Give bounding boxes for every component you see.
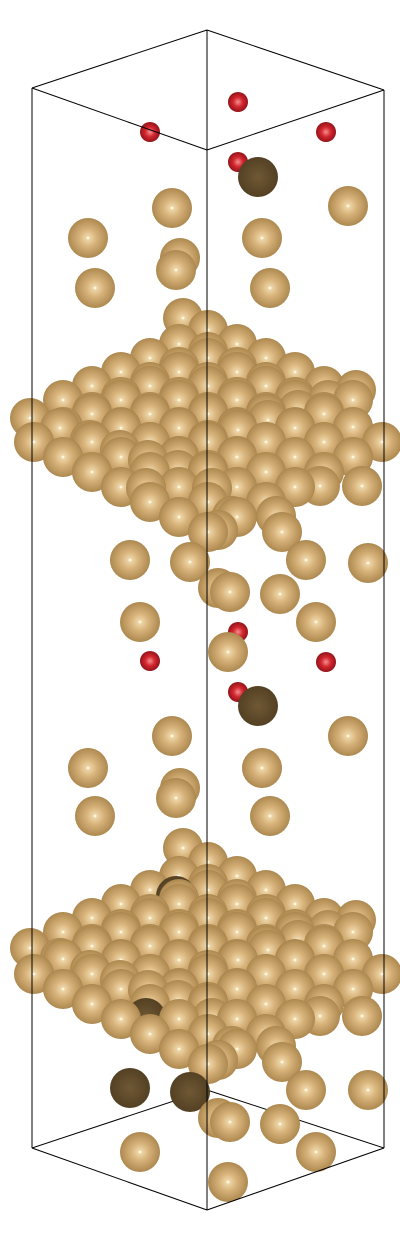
atom-layer: [10, 92, 400, 1202]
gold-atom: [75, 796, 115, 836]
gold-atom: [348, 1070, 388, 1110]
gold-atom: [120, 1132, 160, 1172]
gold-atom: [238, 157, 278, 197]
gold-atom: [286, 1070, 326, 1110]
gold-atom: [120, 602, 160, 642]
gold-atom: [348, 543, 388, 583]
gold-atom: [260, 1104, 300, 1144]
oxygen-atom: [228, 92, 248, 112]
gold-atom: [208, 1162, 248, 1202]
box-edge: [31, 87, 208, 151]
gold-atom: [110, 540, 150, 580]
gold-atom: [250, 268, 290, 308]
gold-atom: [170, 1072, 210, 1112]
gold-atom: [156, 778, 196, 818]
box-edge: [206, 29, 385, 91]
gold-atom: [262, 512, 302, 552]
box-edge: [206, 1147, 385, 1211]
gold-atom: [110, 1068, 150, 1108]
gold-atom: [170, 542, 210, 582]
gold-atom: [328, 186, 368, 226]
gold-atom: [260, 574, 300, 614]
oxygen-atom: [316, 122, 336, 142]
oxygen-atom: [316, 652, 336, 672]
gold-atom: [210, 1102, 250, 1142]
gold-atom: [238, 686, 278, 726]
oxygen-atom: [140, 122, 160, 142]
simulation-box-front-edges: [31, 87, 385, 1211]
gold-atom: [342, 466, 382, 506]
gold-atom: [242, 218, 282, 258]
gold-atom: [296, 602, 336, 642]
gold-atom: [250, 796, 290, 836]
gold-atom: [296, 1132, 336, 1172]
gold-atom: [75, 268, 115, 308]
gold-atom: [152, 188, 192, 228]
gold-atom: [342, 996, 382, 1036]
gold-atom: [286, 540, 326, 580]
gold-atom: [156, 250, 196, 290]
gold-atom: [208, 632, 248, 672]
box-edge: [31, 29, 208, 89]
gold-atom: [328, 716, 368, 756]
box-edge: [31, 1147, 208, 1211]
box-edge: [206, 89, 385, 151]
gold-atom: [262, 1042, 302, 1082]
oxygen-atom: [140, 651, 160, 671]
gold-atom: [68, 748, 108, 788]
gold-atom: [210, 572, 250, 612]
gold-atom: [68, 218, 108, 258]
gold-atom: [152, 716, 192, 756]
gold-atom: [242, 748, 282, 788]
